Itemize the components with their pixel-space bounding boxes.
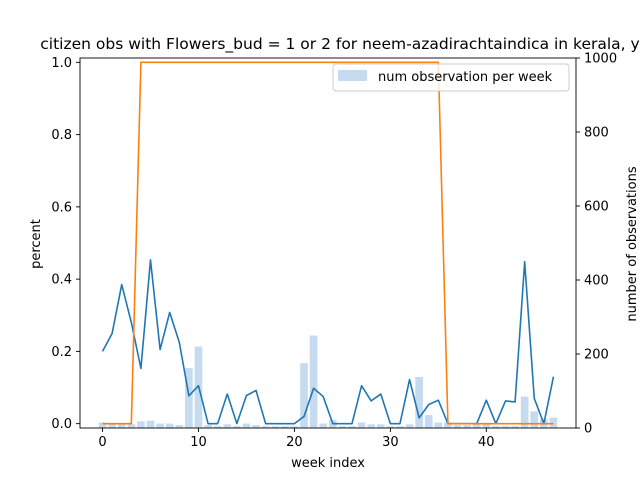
y-tick-label-right: 600 [584, 200, 609, 215]
flag-line [102, 61, 554, 425]
bar [127, 424, 136, 428]
bar [98, 422, 107, 428]
bar [338, 426, 347, 428]
bar [117, 424, 126, 428]
bar [204, 425, 212, 428]
bar [520, 396, 529, 428]
bar [175, 425, 184, 428]
bar [463, 425, 471, 428]
bar [376, 424, 385, 428]
bar [271, 426, 280, 428]
bar [444, 422, 452, 428]
bar [405, 424, 414, 428]
x-tick-label: 40 [478, 435, 495, 450]
x-tick-label: 30 [382, 435, 399, 450]
legend: num observation per week [332, 63, 570, 92]
bar [501, 426, 510, 428]
y-tick-label-right: 0 [584, 422, 592, 437]
bar [492, 426, 500, 428]
bar [233, 426, 241, 428]
bar [530, 411, 539, 428]
y-tick-label-right: 1000 [584, 52, 617, 67]
bar [185, 368, 193, 428]
bar [252, 425, 260, 428]
bar [156, 423, 164, 428]
x-tick-label: 10 [190, 435, 207, 450]
bar [309, 335, 318, 428]
bar [472, 423, 481, 428]
y-tick-label-left: 0.0 [51, 417, 72, 432]
bar [396, 426, 404, 428]
bar [357, 422, 366, 428]
legend-swatch-bars [338, 70, 367, 81]
y-tick-label-left: 0.6 [51, 200, 72, 215]
bar [300, 363, 308, 428]
y-axis-label-right: number of observations [625, 166, 640, 321]
x-axis-label: week index [291, 456, 365, 471]
bar [261, 426, 270, 428]
y-tick-label-right: 800 [584, 126, 609, 141]
bar [280, 426, 289, 428]
bar [549, 417, 558, 428]
legend-box [332, 63, 570, 92]
x-tick-label: 20 [286, 435, 303, 450]
bar [386, 426, 395, 428]
y-axis-label-left: percent [29, 219, 44, 269]
bar [348, 426, 356, 428]
legend-label-bars: num observation per week [378, 70, 553, 85]
bar [511, 426, 519, 428]
y-tick-label-left: 0.2 [51, 345, 72, 360]
chart-title: citizen obs with Flowers_bud = 1 or 2 fo… [40, 35, 639, 54]
bar [424, 415, 433, 428]
y-tick-label-left: 1.0 [51, 56, 72, 71]
bar [242, 423, 251, 428]
plot-frame [79, 57, 577, 429]
y-tick-label-right: 200 [584, 348, 609, 363]
bar [223, 424, 232, 428]
bar [453, 425, 462, 428]
bar [165, 423, 174, 428]
y-tick-label-left: 0.8 [51, 128, 72, 143]
y-tick-label-left: 0.4 [51, 273, 72, 288]
bar [319, 423, 328, 428]
bar [482, 424, 491, 428]
bar [146, 420, 155, 428]
y-tick-label-right: 400 [584, 274, 609, 289]
bar [415, 376, 423, 428]
bar [213, 426, 222, 428]
bar [108, 424, 116, 428]
plot-area: 0 10 20 30 40 0.0 0.2 0.4 0.6 0.8 1.0 0 200 400 600 800… [51, 52, 617, 451]
bar [434, 422, 443, 428]
percent-line [101, 259, 555, 425]
bar [137, 421, 145, 428]
x-tick-label: 0 [98, 435, 106, 450]
bar [290, 426, 299, 428]
bar [367, 424, 376, 428]
